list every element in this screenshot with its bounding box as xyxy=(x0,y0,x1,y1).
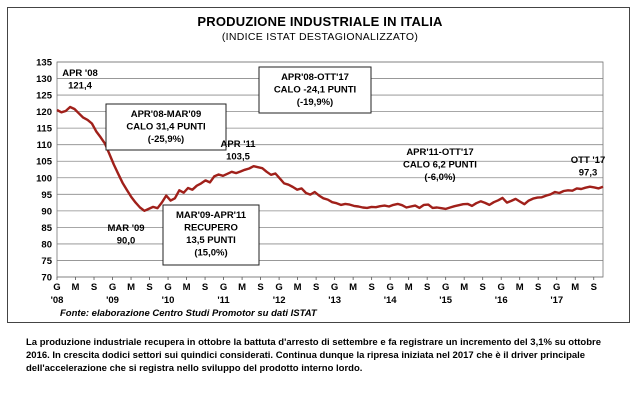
commentary-text: La produzione industriale recupera in ot… xyxy=(26,337,602,374)
x-month-label: G xyxy=(164,282,171,293)
annotation-label: APR'08-OTT'17 xyxy=(281,72,349,83)
x-month-label: S xyxy=(591,282,597,293)
annotation-label: APR '08 xyxy=(62,68,98,79)
chart-title: PRODUZIONE INDUSTRIALE IN ITALIA xyxy=(197,14,443,29)
y-tick-label: 85 xyxy=(41,223,52,234)
annotation-label: 90,0 xyxy=(117,236,136,247)
x-month-label: M xyxy=(294,282,302,293)
annotation-label: MAR '09 xyxy=(107,223,144,234)
x-year-label: '11 xyxy=(217,295,230,306)
x-month-label: S xyxy=(146,282,152,293)
x-month-label: M xyxy=(405,282,413,293)
plot-area xyxy=(56,61,604,278)
x-month-label: S xyxy=(424,282,430,293)
y-tick-label: 105 xyxy=(36,157,53,168)
x-year-label: '08 xyxy=(51,295,64,306)
y-tick-label: 95 xyxy=(41,190,52,201)
x-month-label: G xyxy=(109,282,116,293)
x-year-label: '10 xyxy=(162,295,175,306)
x-year-label: '16 xyxy=(495,295,508,306)
x-year-label: '15 xyxy=(439,295,453,306)
annotation-label: (15,0%) xyxy=(194,248,227,259)
annotation-label: 13,5 PUNTI xyxy=(186,235,236,246)
x-month-label: M xyxy=(571,282,579,293)
x-year-label: '17 xyxy=(550,295,563,306)
y-tick-label: 80 xyxy=(41,239,52,250)
annotation-label: MAR'09-APR'11 xyxy=(176,210,247,221)
x-month-label: M xyxy=(460,282,468,293)
x-month-label: G xyxy=(442,282,449,293)
annotation-label: 97,3 xyxy=(579,168,598,179)
annotation-box xyxy=(162,204,260,266)
y-tick-label: 70 xyxy=(41,273,52,284)
y-tick-label: 100 xyxy=(36,173,52,184)
annotation-box xyxy=(105,103,227,151)
x-month-label: M xyxy=(349,282,357,293)
x-year-label: '12 xyxy=(273,295,286,306)
y-tick-label: 125 xyxy=(36,91,53,102)
x-month-label: G xyxy=(331,282,338,293)
series-line xyxy=(56,105,604,212)
y-tick-label: 135 xyxy=(36,58,53,69)
x-month-label: S xyxy=(257,282,263,293)
annotation-label: (-25,9%) xyxy=(148,134,184,145)
x-month-label: G xyxy=(498,282,505,293)
y-tick-label: 130 xyxy=(36,74,52,85)
y-tick-label: 75 xyxy=(41,256,52,267)
x-month-label: G xyxy=(53,282,60,293)
x-month-label: S xyxy=(91,282,97,293)
x-month-label: G xyxy=(553,282,560,293)
annotation-label: 121,4 xyxy=(68,81,92,92)
annotation-label: (-6,0%) xyxy=(424,172,455,183)
annotation-label: CALO 31,4 PUNTI xyxy=(126,122,205,133)
x-month-label: M xyxy=(183,282,191,293)
annotation-label: CALO -24,1 PUNTI xyxy=(274,85,356,96)
y-tick-label: 90 xyxy=(41,206,52,217)
x-month-label: S xyxy=(535,282,541,293)
x-month-label: M xyxy=(238,282,246,293)
y-tick-label: 115 xyxy=(37,124,53,135)
annotation-label: OTT '17 xyxy=(571,155,605,166)
annotation-label: CALO 6,2 PUNTI xyxy=(403,160,477,171)
annotation-label: APR'11-OTT'17 xyxy=(406,147,473,158)
x-month-label: G xyxy=(386,282,393,293)
annotation-label: RECUPERO xyxy=(184,223,238,234)
x-month-label: M xyxy=(516,282,524,293)
annotation-label: APR '11 xyxy=(221,139,257,150)
source-note: Fonte: elaborazione Centro Studi Promoto… xyxy=(60,308,317,319)
chart-subtitle: (INDICE ISTAT DESTAGIONALIZZATO) xyxy=(221,31,419,43)
annotation-box xyxy=(258,66,372,114)
x-month-label: M xyxy=(127,282,135,293)
x-month-label: S xyxy=(480,282,486,293)
x-year-label: '09 xyxy=(106,295,119,306)
y-tick-label: 110 xyxy=(37,140,52,151)
chart-frame xyxy=(7,7,630,323)
annotation-label: 103,5 xyxy=(226,152,250,163)
y-tick-label: 120 xyxy=(36,107,52,118)
x-month-label: S xyxy=(202,282,208,293)
x-month-label: S xyxy=(368,282,374,293)
x-year-label: '14 xyxy=(384,295,398,306)
x-month-label: S xyxy=(313,282,319,293)
x-year-label: '13 xyxy=(328,295,341,306)
x-month-label: G xyxy=(220,282,227,293)
x-month-label: G xyxy=(275,282,282,293)
annotation-label: APR'08-MAR'09 xyxy=(131,109,202,120)
x-month-label: M xyxy=(72,282,80,293)
annotation-label: (-19,9%) xyxy=(297,97,333,108)
